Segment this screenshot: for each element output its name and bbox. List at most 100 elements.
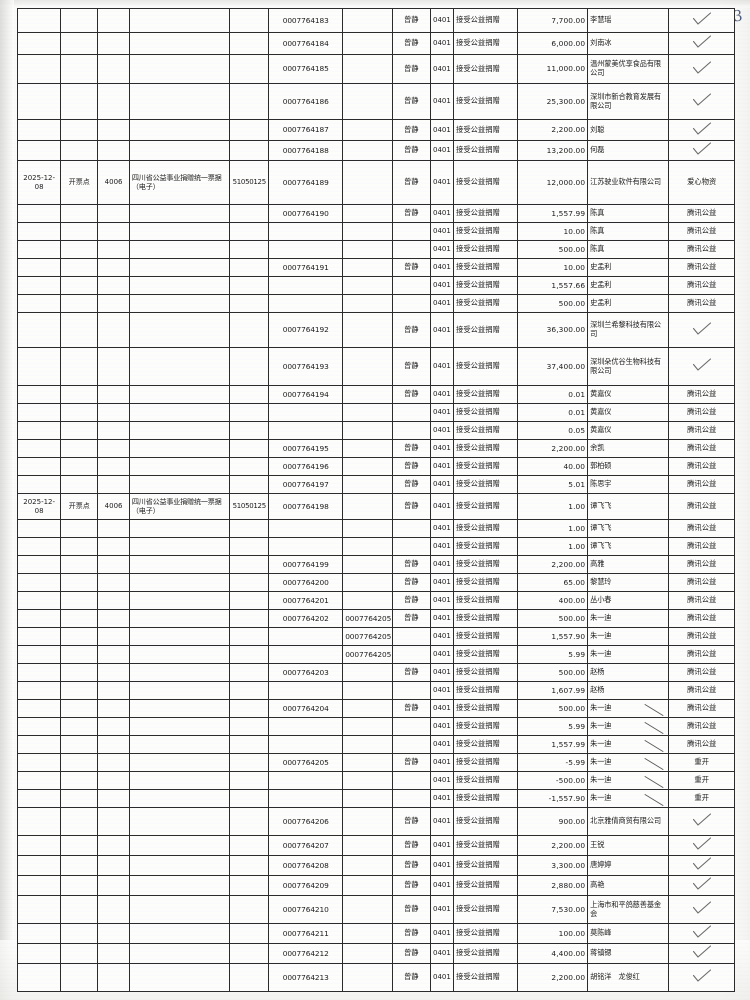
- row-cell-doc-no: [268, 717, 344, 736]
- row-cell-date: [16, 855, 62, 876]
- row-cell-remark: 腾讯公益: [668, 555, 735, 574]
- row-cell-account: 0401: [429, 753, 455, 772]
- row-cell-code: 4006: [97, 493, 130, 520]
- row-cell-bill-code: [229, 294, 270, 313]
- row-cell-donor: 上海市和平鸽慈善基金会: [587, 895, 670, 924]
- row-cell-code: [97, 943, 130, 964]
- row-cell-bill-name: [128, 943, 231, 964]
- table-row: 0007764193 曾静 0401 接受公益捐赠 37,400.00 深圳朵优谷生物科技…: [16, 347, 735, 386]
- row-cell-amount: 500.00: [517, 663, 589, 682]
- row-cell-doc-no-2: [342, 347, 393, 386]
- row-cell-doc-no: [268, 681, 344, 700]
- row-cell-code: [97, 895, 130, 924]
- row-cell-donor: 朱一迪: [587, 771, 670, 790]
- row-cell-remark: 腾讯公益: [668, 258, 735, 277]
- row-cell-bill-name: [128, 807, 231, 836]
- table-row: 0401 接受公益捐赠 -500.00 朱一迪 重开: [16, 771, 735, 790]
- row-cell-bill-code: [229, 439, 270, 458]
- row-cell-remark: [668, 923, 735, 944]
- row-cell-amount: 25,300.00: [517, 83, 589, 120]
- table-row: 0007764209 曾静 0401 接受公益捐赠 2,880.00 高艳: [16, 875, 735, 896]
- row-cell-doc-no-2: [342, 240, 393, 259]
- row-cell-point: [60, 276, 99, 295]
- table-row: 0007764203 曾静 0401 接受公益捐赠 500.00 赵杨 腾讯公益: [16, 663, 735, 682]
- row-cell-doc-no: 0007764190: [268, 204, 344, 223]
- row-cell-date: [16, 627, 62, 646]
- row-cell-operator: 曾静: [391, 895, 431, 924]
- row-cell-donor: 朱一迪: [587, 609, 670, 628]
- table-row: 0007764202 0007764205 曾静 0401 接受公益捐赠 500.00 朱一…: [16, 609, 735, 628]
- row-cell-code: [97, 923, 130, 944]
- row-cell-description: 接受公益捐赠: [453, 735, 519, 754]
- row-cell-donor: 高雅: [587, 555, 670, 574]
- row-cell-donor: 赵杨: [587, 681, 670, 700]
- row-cell-doc-no-2: [342, 160, 393, 205]
- row-cell-bill-name: [128, 609, 231, 628]
- row-cell-donor: 蒋镇锶: [587, 943, 670, 964]
- row-cell-point: [60, 753, 99, 772]
- row-cell-account: 0401: [429, 835, 455, 856]
- row-cell-date: [16, 140, 62, 161]
- row-cell-doc-no-2: [342, 519, 393, 538]
- row-cell-remark: 腾讯公益: [668, 276, 735, 295]
- row-cell-amount: 40.00: [517, 457, 589, 476]
- row-cell-bill-name: [128, 681, 231, 700]
- row-cell-account: 0401: [429, 403, 455, 422]
- row-cell-account: 0401: [429, 627, 455, 646]
- row-cell-remark: 重开: [668, 753, 735, 772]
- row-cell-amount: 5.99: [517, 645, 589, 664]
- table-row: 0007764201 曾静 0401 接受公益捐赠 400.00 丛小春 腾讯公益: [16, 591, 735, 610]
- row-cell-amount: 11,000.00: [517, 54, 589, 84]
- row-cell-bill-code: [229, 555, 270, 574]
- row-cell-operator: 曾静: [391, 573, 431, 592]
- row-cell-code: [97, 54, 130, 84]
- row-cell-operator: 曾静: [391, 347, 431, 386]
- row-cell-doc-no-2: 0007764205: [342, 645, 393, 664]
- row-cell-description: 接受公益捐赠: [453, 943, 519, 964]
- row-cell-remark: [668, 855, 735, 876]
- row-cell-bill-code: [229, 663, 270, 682]
- row-cell-bill-name: [128, 204, 231, 223]
- row-cell-code: [97, 475, 130, 494]
- row-cell-doc-no-2: 0007764205: [342, 627, 393, 646]
- row-cell-operator: 曾静: [391, 855, 431, 876]
- row-cell-amount: 5.99: [517, 717, 589, 736]
- row-cell-operator: 曾静: [391, 923, 431, 944]
- row-cell-date: [16, 875, 62, 896]
- row-cell-operator: 曾静: [391, 204, 431, 223]
- row-cell-amount: 500.00: [517, 240, 589, 259]
- row-cell-bill-name: [128, 54, 231, 84]
- row-cell-bill-code: [229, 83, 270, 120]
- row-cell-code: [97, 140, 130, 161]
- table-row: 0401 接受公益捐赠 10.00 陈真 腾讯公益: [16, 222, 735, 241]
- row-cell-date: [16, 294, 62, 313]
- row-cell-date: [16, 609, 62, 628]
- row-cell-doc-no: 0007764211: [268, 923, 344, 944]
- row-cell-bill-name: [128, 83, 231, 120]
- row-cell-doc-no-2: [342, 681, 393, 700]
- row-cell-date: [16, 276, 62, 295]
- row-cell-amount: 1,557.99: [517, 204, 589, 223]
- row-cell-donor: 陈思宇: [587, 475, 670, 494]
- row-cell-doc-no-2: [342, 771, 393, 790]
- row-cell-remark: [668, 8, 735, 33]
- row-cell-remark: 腾讯公益: [668, 645, 735, 664]
- row-cell-bill-code: [229, 347, 270, 386]
- row-cell-amount: 7,700.00: [517, 8, 589, 33]
- row-cell-donor: 史孟利: [587, 258, 670, 277]
- row-cell-bill-name: [128, 32, 231, 55]
- row-cell-doc-no: 0007764186: [268, 83, 344, 120]
- row-cell-description: 接受公益捐赠: [453, 385, 519, 404]
- row-cell-operator: 曾静: [391, 439, 431, 458]
- row-cell-doc-no: 0007764206: [268, 807, 344, 836]
- row-cell-account: 0401: [429, 895, 455, 924]
- row-cell-operator: 曾静: [391, 32, 431, 55]
- handwritten-check-icon: [692, 35, 712, 49]
- handwritten-check-icon: [692, 321, 712, 336]
- row-cell-bill-name: [128, 8, 231, 33]
- row-cell-point: [60, 54, 99, 84]
- row-cell-operator: 曾静: [391, 699, 431, 718]
- table-row: 0401 接受公益捐赠 500.00 陈真 腾讯公益: [16, 240, 735, 259]
- handwritten-check-icon: [692, 358, 712, 372]
- row-cell-bill-code: [229, 457, 270, 476]
